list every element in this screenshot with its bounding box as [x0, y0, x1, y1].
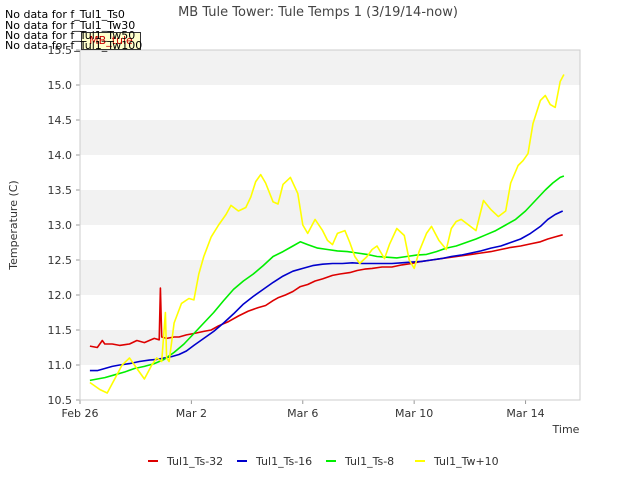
- y-tick-label: 12.0: [48, 289, 73, 302]
- grid-band: [80, 190, 580, 225]
- x-tick-label: Mar 2: [176, 407, 207, 420]
- y-tick-label: 11.5: [48, 324, 73, 337]
- y-tick-label: 12.5: [48, 254, 73, 267]
- legend-label: Tul1_Ts-8: [344, 455, 394, 468]
- x-tick-label: Mar 6: [287, 407, 318, 420]
- grid-band: [80, 50, 580, 85]
- y-tick-label: 14.5: [48, 114, 73, 127]
- no-data-note-tw100: No data for f_Tul1_Tw100: [5, 39, 143, 52]
- series-line-tul1-ts-32: [89, 234, 563, 349]
- grid-band: [80, 260, 580, 295]
- no-data-note-tw50: No data for f_Tul1_Tw50: [5, 29, 136, 42]
- no-data-note-ts0: No data for f_Tul1_Ts0: [5, 8, 125, 21]
- series-line-tul1-tw-10: [89, 74, 565, 394]
- grid-band: [80, 85, 580, 120]
- x-axis: Feb 26 Mar 2 Mar 6 Mar 10 Mar 14: [62, 400, 545, 420]
- y-tick-label: 14.0: [48, 149, 73, 162]
- x-tick-label: Mar 10: [395, 407, 433, 420]
- legend: Tul1_Ts-32 Tul1_Ts-16 Tul1_Ts-8 Tul1_Tw+10: [148, 455, 499, 468]
- legend-label: Tul1_Ts-16: [255, 455, 312, 468]
- y-tick-label: 10.5: [48, 394, 73, 407]
- series-lines: [89, 74, 565, 394]
- y-axis-label: Temperature (C): [7, 180, 20, 270]
- x-tick-label: Mar 14: [506, 407, 544, 420]
- y-tick-label: 13.0: [48, 219, 73, 232]
- grid-band: [80, 365, 580, 400]
- series-line-tul1-ts-8: [89, 175, 565, 382]
- y-axis: 10.5 11.0 11.5 12.0 12.5 13.0 13.5 14.0 14.5 15.0…: [48, 44, 80, 407]
- y-tick-label: 15.0: [48, 79, 73, 92]
- plot-frame: [79, 49, 581, 401]
- y-tick-label: 15.5: [48, 44, 73, 57]
- chart-title: MB Tule Tower: Tule Temps 1 (3/19/14-now…: [178, 5, 458, 20]
- no-data-note-tw30: No data for f_Tul1_Tw30: [5, 19, 136, 32]
- x-axis-label: Time: [552, 423, 580, 436]
- site-tag-box: MB_tule: [81, 32, 141, 50]
- y-tick-label: 13.5: [48, 184, 73, 197]
- grid-band: [80, 295, 580, 330]
- grid-band: [80, 120, 580, 155]
- y-tick-label: 11.0: [48, 359, 73, 372]
- legend-label: Tul1_Tw+10: [433, 455, 499, 468]
- series-line-tul1-ts-16: [89, 210, 564, 372]
- grid-band: [80, 155, 580, 190]
- x-tick-label: Feb 26: [62, 407, 99, 420]
- legend-label: Tul1_Ts-32: [166, 455, 223, 468]
